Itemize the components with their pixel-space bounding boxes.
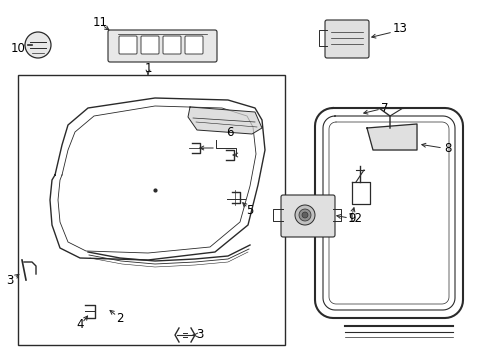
Polygon shape xyxy=(314,108,462,318)
Text: 13: 13 xyxy=(392,22,407,35)
Polygon shape xyxy=(187,107,262,134)
Circle shape xyxy=(294,205,314,225)
Text: 12: 12 xyxy=(347,212,362,225)
FancyBboxPatch shape xyxy=(141,36,159,54)
Text: 3: 3 xyxy=(196,328,203,342)
Text: 1: 1 xyxy=(144,62,151,75)
FancyBboxPatch shape xyxy=(108,30,217,62)
Circle shape xyxy=(298,209,310,221)
Text: 3: 3 xyxy=(6,274,14,287)
Bar xyxy=(18,75,285,345)
Text: 6: 6 xyxy=(226,126,233,139)
Text: 4: 4 xyxy=(76,319,83,332)
Text: 7: 7 xyxy=(381,102,388,114)
FancyBboxPatch shape xyxy=(325,20,368,58)
FancyBboxPatch shape xyxy=(119,36,137,54)
FancyBboxPatch shape xyxy=(163,36,181,54)
FancyBboxPatch shape xyxy=(281,195,334,237)
Polygon shape xyxy=(366,124,416,150)
Text: 5: 5 xyxy=(246,203,253,216)
Text: 11: 11 xyxy=(92,15,107,28)
Text: 9: 9 xyxy=(347,212,355,225)
Text: 10: 10 xyxy=(11,41,25,54)
Circle shape xyxy=(25,32,51,58)
Text: 2: 2 xyxy=(116,311,123,324)
FancyBboxPatch shape xyxy=(184,36,203,54)
Circle shape xyxy=(302,212,307,218)
Text: 8: 8 xyxy=(444,141,451,154)
